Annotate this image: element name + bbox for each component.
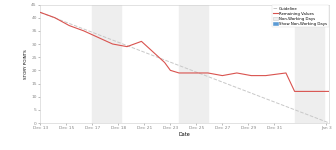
X-axis label: Date: Date — [179, 132, 191, 137]
Y-axis label: STORY POINTS: STORY POINTS — [25, 49, 29, 79]
Bar — [295, 4, 324, 123]
Bar — [92, 4, 121, 123]
Bar — [179, 4, 208, 123]
Legend: Guideline, Remaining Values, Non-Working Days, Show Non-Working Days: Guideline, Remaining Values, Non-Working… — [271, 5, 329, 27]
